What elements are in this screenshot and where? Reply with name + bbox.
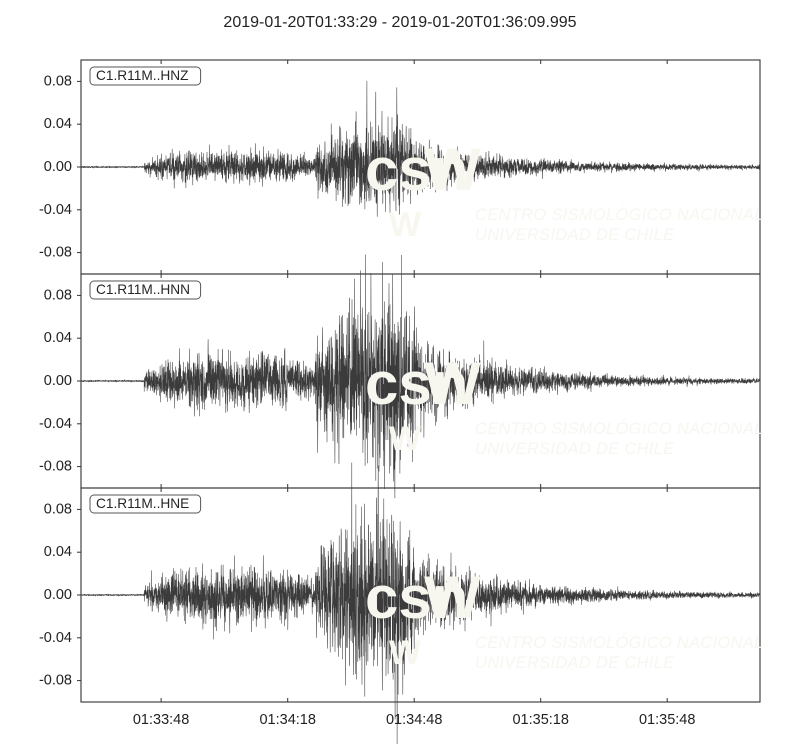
svg-text:01:34:48: 01:34:48	[386, 712, 442, 728]
svg-text:-0.08: -0.08	[39, 245, 72, 261]
svg-text:2019-01-20T01:33:29 - 2019-0: 2019-01-20T01:33:29 - 2019-01-20T01:36:0…	[223, 14, 576, 31]
svg-text:0.00: 0.00	[44, 159, 72, 175]
svg-text:W: W	[389, 634, 422, 672]
svg-text:-0.08: -0.08	[39, 459, 72, 475]
svg-text:0.08: 0.08	[44, 501, 72, 517]
svg-text:UNIVERSIDAD DE CHILE: UNIVERSIDAD DE CHILE	[475, 226, 675, 244]
svg-text:CENTRO SISMOLÓGICO NACIONAL: CENTRO SISMOLÓGICO NACIONAL	[475, 633, 764, 652]
svg-text:-0.04: -0.04	[39, 630, 72, 646]
svg-text:C1.R11M..HNZ: C1.R11M..HNZ	[96, 68, 189, 83]
svg-text:0.00: 0.00	[44, 373, 72, 389]
svg-text:0.00: 0.00	[44, 587, 72, 603]
svg-text:0.04: 0.04	[44, 544, 72, 560]
svg-text:-0.04: -0.04	[39, 416, 72, 432]
svg-text:UNIVERSIDAD DE CHILE: UNIVERSIDAD DE CHILE	[475, 440, 675, 458]
svg-text:0.04: 0.04	[44, 330, 72, 346]
svg-text:0.04: 0.04	[44, 116, 72, 132]
svg-text:W: W	[389, 420, 422, 458]
svg-text:-0.04: -0.04	[39, 202, 72, 218]
svg-text:01:35:18: 01:35:18	[512, 712, 568, 728]
svg-text:W: W	[424, 564, 481, 631]
svg-text:W: W	[424, 136, 481, 203]
svg-text:C1.R11M..HNN: C1.R11M..HNN	[96, 282, 190, 297]
svg-text:C1.R11M..HNE: C1.R11M..HNE	[96, 496, 189, 511]
svg-text:01:34:18: 01:34:18	[259, 712, 315, 728]
svg-text:01:35:48: 01:35:48	[639, 712, 695, 728]
svg-text:0.08: 0.08	[44, 287, 72, 303]
svg-text:01:33:48: 01:33:48	[133, 712, 189, 728]
svg-text:W: W	[424, 350, 481, 417]
svg-text:CENTRO SISMOLÓGICO NACIONAL: CENTRO SISMOLÓGICO NACIONAL	[475, 419, 764, 438]
svg-text:CENTRO SISMOLÓGICO NACIONAL: CENTRO SISMOLÓGICO NACIONAL	[475, 205, 764, 224]
svg-text:UNIVERSIDAD DE CHILE: UNIVERSIDAD DE CHILE	[475, 654, 675, 672]
svg-text:0.08: 0.08	[44, 73, 72, 89]
svg-text:-0.08: -0.08	[39, 673, 72, 689]
svg-text:W: W	[389, 206, 422, 244]
